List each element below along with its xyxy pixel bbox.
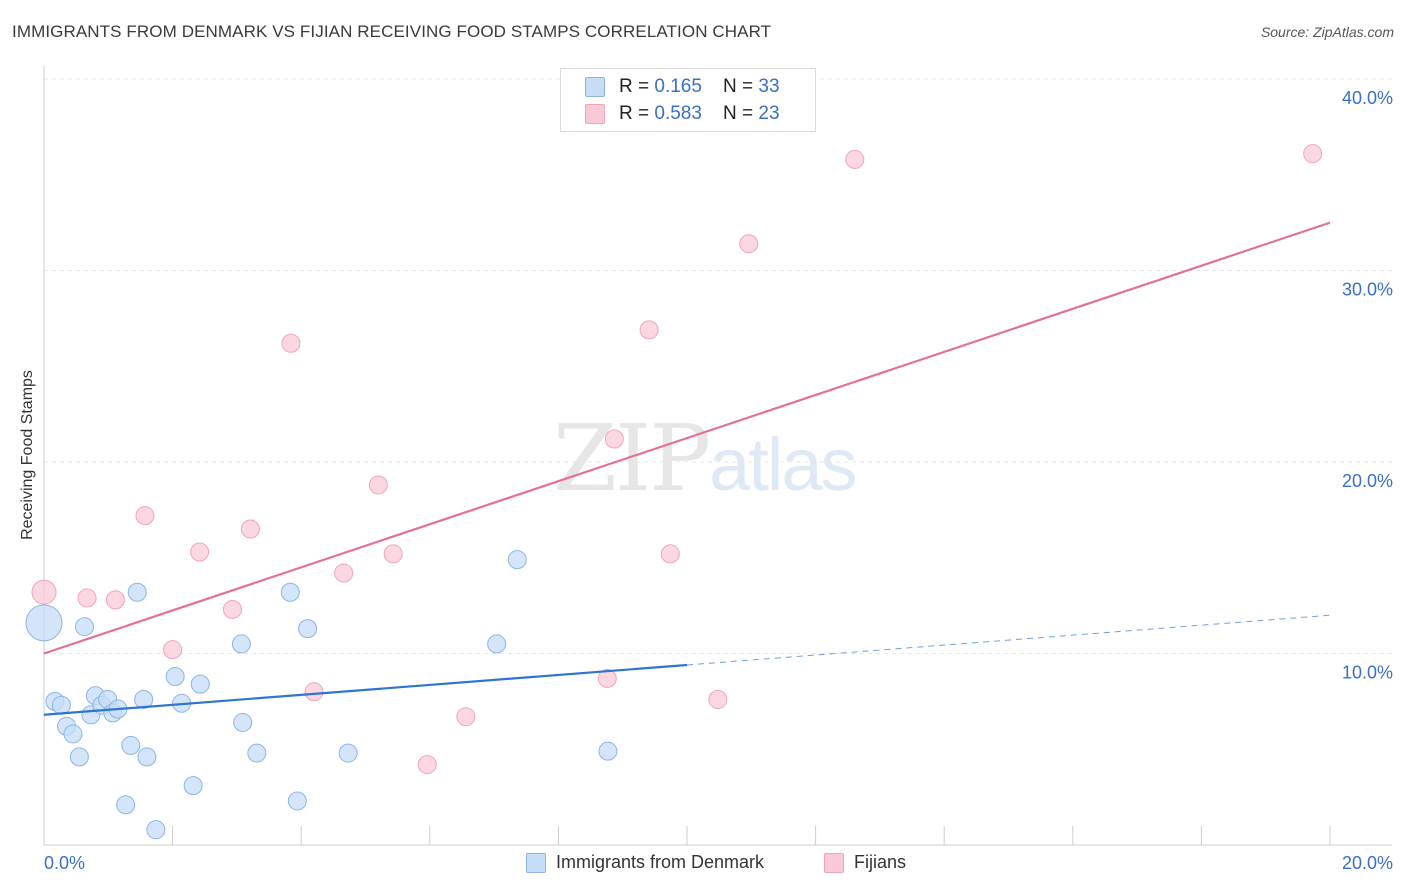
data-point-denmark xyxy=(75,617,95,637)
legend-swatch-fijians xyxy=(824,852,844,873)
legend-swatch-denmark xyxy=(526,852,546,873)
data-point-fijians xyxy=(31,579,57,605)
data-point-denmark xyxy=(507,550,527,570)
trendline-fijians xyxy=(43,221,1331,655)
legend-item-fijians[interactable]: Fijians xyxy=(824,852,906,873)
data-point-denmark xyxy=(165,666,185,686)
data-point-fijians xyxy=(1303,144,1323,164)
n-value: 33 xyxy=(758,76,780,97)
data-point-fijians xyxy=(163,640,183,660)
data-point-fijians xyxy=(240,519,260,539)
data-point-fijians xyxy=(739,234,759,254)
data-point-denmark xyxy=(63,724,83,744)
trendline-denmark xyxy=(43,663,688,716)
data-point-fijians xyxy=(222,599,242,619)
watermark-zip: ZIP xyxy=(553,405,711,512)
data-point-denmark xyxy=(146,820,166,840)
data-point-fijians xyxy=(368,475,388,495)
stats-legend-text-fijians: R = 0.583 N = 23 xyxy=(619,103,780,125)
data-point-denmark xyxy=(51,695,71,715)
r-value: 0.165 xyxy=(654,76,702,97)
data-point-fijians xyxy=(845,149,865,169)
data-point-denmark xyxy=(25,604,63,642)
y-tick-label: 40.0% xyxy=(1342,88,1393,108)
n-label: N = xyxy=(723,76,759,97)
data-point-denmark xyxy=(287,791,307,811)
data-point-denmark xyxy=(127,582,147,602)
r-label: R = xyxy=(619,103,655,124)
data-point-denmark xyxy=(190,674,210,694)
data-point-denmark xyxy=(233,712,253,732)
n-value: 23 xyxy=(758,103,780,124)
data-point-fijians xyxy=(135,506,155,526)
data-point-fijians xyxy=(639,320,659,340)
legend-label-fijians: Fijians xyxy=(854,852,907,872)
data-point-fijians xyxy=(660,544,680,564)
y-tick-label: 20.0% xyxy=(1342,471,1393,491)
data-point-denmark xyxy=(116,795,136,815)
chart-title: IMMIGRANTS FROM DENMARK VS FIJIAN RECEIV… xyxy=(12,22,772,41)
data-point-fijians xyxy=(597,668,617,688)
legend-swatch-denmark xyxy=(585,77,605,97)
data-point-fijians xyxy=(417,755,437,775)
data-point-denmark xyxy=(121,735,141,755)
x-tick-label: 0.0% xyxy=(44,853,85,873)
watermark: ZIPatlas xyxy=(553,405,857,512)
data-point-fijians xyxy=(105,590,125,610)
n-label: N = xyxy=(723,103,759,124)
legend-label-denmark: Immigrants from Denmark xyxy=(556,852,765,872)
data-point-denmark xyxy=(487,634,507,654)
r-value: 0.583 xyxy=(654,103,702,124)
y-tick-label: 30.0% xyxy=(1342,280,1393,300)
data-point-denmark xyxy=(134,689,154,709)
data-point-denmark xyxy=(231,634,251,654)
data-point-fijians xyxy=(77,588,97,608)
data-point-fijians xyxy=(334,563,354,583)
data-point-fijians xyxy=(383,544,403,564)
data-point-fijians xyxy=(304,682,324,702)
data-point-denmark xyxy=(598,741,618,761)
data-point-denmark xyxy=(338,743,358,763)
data-point-denmark xyxy=(247,743,267,763)
data-point-denmark xyxy=(137,747,157,767)
data-point-denmark xyxy=(298,619,318,639)
source-label: Source: ZipAtlas.com xyxy=(1260,24,1394,40)
r-label: R = xyxy=(619,76,655,97)
trendline-denmark-extension xyxy=(686,614,1331,666)
data-point-fijians xyxy=(456,707,476,727)
data-point-denmark xyxy=(69,747,89,767)
legend-item-denmark[interactable]: Immigrants from Denmark xyxy=(526,852,764,873)
watermark-atlas: atlas xyxy=(709,423,857,506)
stats-legend: R = 0.165 N = 33 R = 0.583 N = 23 xyxy=(560,68,816,132)
y-tick-label: 10.0% xyxy=(1342,663,1393,683)
data-point-denmark xyxy=(183,776,203,796)
data-point-fijians xyxy=(604,429,624,449)
legend-swatch-fijians xyxy=(585,104,605,124)
data-point-fijians xyxy=(190,542,210,562)
stats-legend-text-denmark: R = 0.165 N = 33 xyxy=(619,76,780,98)
data-point-fijians xyxy=(281,333,301,353)
data-point-fijians xyxy=(708,689,728,709)
x-tick-label: 20.0% xyxy=(1342,853,1393,873)
data-point-denmark xyxy=(280,582,300,602)
